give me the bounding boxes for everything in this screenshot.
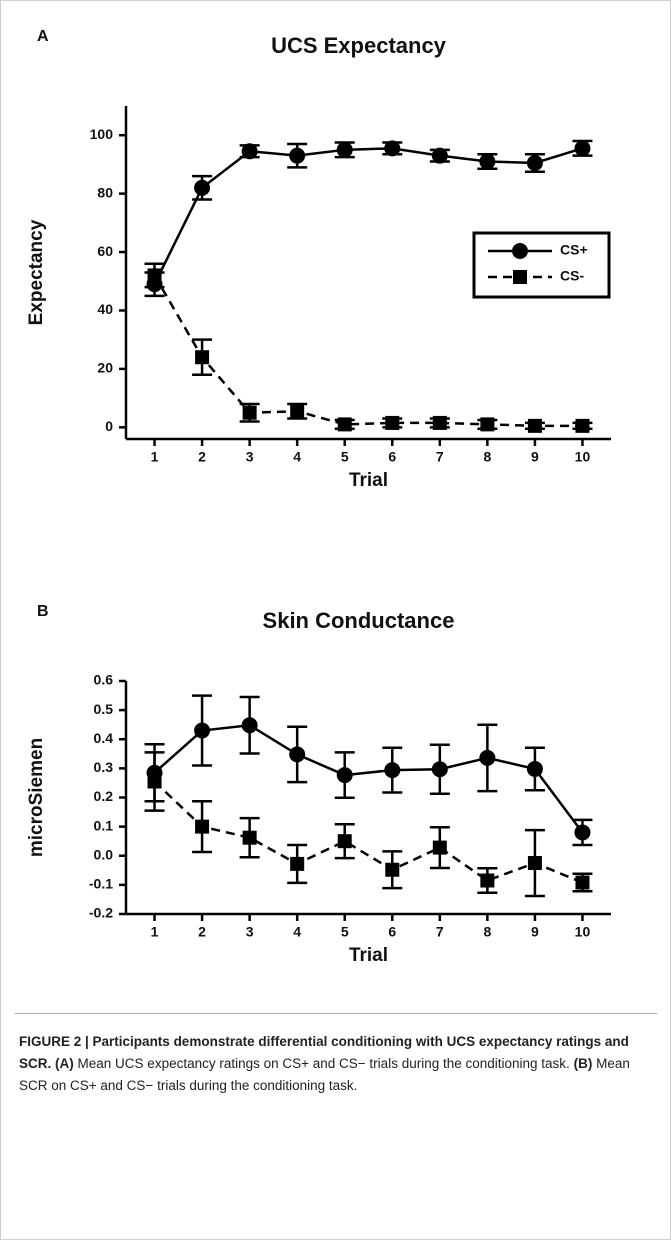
marker xyxy=(195,819,210,834)
x-tick-label: 4 xyxy=(293,449,301,465)
y-tick-label: 0.6 xyxy=(94,672,114,688)
x-tick-label: 2 xyxy=(198,924,206,940)
y-tick-label: -0.2 xyxy=(89,905,113,921)
x-tick-label: 8 xyxy=(483,449,491,465)
x-axis-label: Trial xyxy=(349,945,388,966)
charts: A UCS Expectancy Trial Expectancy 0 20 40 60 80 1… xyxy=(26,28,611,966)
series-line xyxy=(153,274,583,428)
x-tick-label: 10 xyxy=(575,449,591,465)
y-tick-label: 0.3 xyxy=(94,759,114,775)
x-tick-label: 9 xyxy=(531,449,539,465)
y-tick-label: 0.1 xyxy=(94,817,114,833)
marker xyxy=(384,762,401,779)
caption: FIGURE 2 | Participants demonstrate diff… xyxy=(19,1031,654,1097)
marker xyxy=(242,830,257,845)
marker xyxy=(336,767,353,784)
marker xyxy=(289,746,306,763)
x-tick-label: 3 xyxy=(246,924,254,940)
marker xyxy=(575,418,590,433)
marker xyxy=(195,350,210,365)
marker xyxy=(337,417,352,432)
marker xyxy=(431,761,448,778)
x-tick-label: 7 xyxy=(436,924,444,940)
marker xyxy=(527,418,542,433)
y-tick-label: 40 xyxy=(97,301,113,317)
marker xyxy=(480,417,495,432)
x-tick-label: 8 xyxy=(483,924,491,940)
marker xyxy=(290,856,305,871)
marker xyxy=(479,749,496,766)
marker xyxy=(575,875,590,890)
panel-label: A xyxy=(37,28,49,45)
legend-label: CS- xyxy=(560,268,584,284)
marker xyxy=(432,415,447,430)
marker xyxy=(526,154,543,171)
caption-text: Mean UCS expectancy ratings on CS+ and C… xyxy=(73,1056,570,1071)
caption-text: Mean SCR on CS+ and CS− trials during th… xyxy=(19,1056,630,1093)
marker xyxy=(574,140,591,157)
x-tick-label: 1 xyxy=(151,924,159,940)
legend-marker xyxy=(513,270,527,284)
y-tick-label: 0.0 xyxy=(94,846,114,862)
marker xyxy=(527,856,542,871)
marker xyxy=(290,404,305,419)
x-tick-label: 5 xyxy=(341,449,349,465)
x-tick-label: 6 xyxy=(388,449,396,465)
marker xyxy=(336,141,353,158)
series-line xyxy=(153,723,584,834)
y-tick-label: 0.5 xyxy=(94,701,114,717)
chart-title: Skin Conductance xyxy=(263,608,455,633)
x-tick-label: 9 xyxy=(531,924,539,940)
panel-label: B xyxy=(37,603,49,620)
separator xyxy=(15,1013,657,1014)
y-tick-label: 0 xyxy=(105,418,113,434)
marker xyxy=(574,824,591,841)
marker xyxy=(479,153,496,170)
caption-tag: (A) xyxy=(55,1056,74,1071)
x-tick-label: 4 xyxy=(293,924,301,940)
marker xyxy=(385,862,400,877)
legend-label: CS+ xyxy=(560,242,588,258)
marker xyxy=(242,405,257,420)
marker xyxy=(241,143,258,160)
series-line xyxy=(153,780,583,884)
caption-heading: FIGURE 2 | Participants demonstrate diff… xyxy=(19,1034,629,1071)
y-tick-label: 100 xyxy=(90,126,114,142)
marker xyxy=(526,760,543,777)
marker xyxy=(337,834,352,849)
marker xyxy=(384,140,401,157)
marker xyxy=(385,415,400,430)
y-axis-label: microSiemen xyxy=(26,738,47,857)
x-tick-label: 10 xyxy=(575,924,591,940)
x-axis-label: Trial xyxy=(349,470,388,491)
marker xyxy=(147,268,162,283)
caption-tag: (B) xyxy=(573,1056,593,1071)
y-tick-label: 0.4 xyxy=(94,730,114,746)
legend-box xyxy=(472,231,611,299)
y-tick-label: 80 xyxy=(97,184,113,200)
x-tick-label: 2 xyxy=(198,449,206,465)
y-tick-label: 0.2 xyxy=(94,788,114,804)
y-tick-label: -0.1 xyxy=(89,876,113,892)
marker xyxy=(480,873,495,888)
marker xyxy=(431,147,448,164)
marker xyxy=(289,147,306,164)
series-line xyxy=(153,147,583,285)
marker xyxy=(194,179,211,196)
y-axis-label: Expectancy xyxy=(26,219,47,325)
x-tick-label: 5 xyxy=(341,924,349,940)
x-tick-label: 6 xyxy=(388,924,396,940)
marker xyxy=(432,840,447,855)
marker xyxy=(147,774,162,789)
x-tick-label: 1 xyxy=(151,449,159,465)
y-tick-label: 20 xyxy=(97,360,113,376)
marker xyxy=(194,722,211,739)
x-tick-label: 3 xyxy=(246,449,254,465)
y-tick-label: 60 xyxy=(97,243,113,259)
marker xyxy=(241,717,258,734)
chart-title: UCS Expectancy xyxy=(271,33,447,58)
legend-marker xyxy=(512,243,528,259)
x-tick-label: 7 xyxy=(436,449,444,465)
